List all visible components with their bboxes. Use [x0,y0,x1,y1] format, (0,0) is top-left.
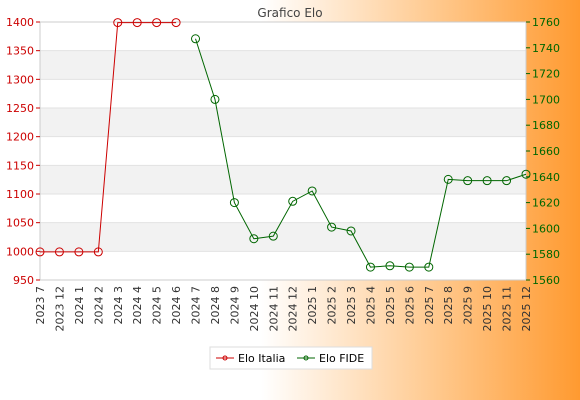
data-point-elo-fide [288,196,298,206]
right-axis-tick-label: 1680 [532,119,560,132]
x-axis-tick-label: 2024 12 [287,286,300,332]
x-axis-tick-label: 2023 7 [34,286,47,325]
data-point-elo-fide [385,261,395,271]
left-axis-tick-label: 1300 [6,73,34,86]
data-point-elo-fide [424,262,434,272]
x-axis-tick-label: 2024 11 [267,286,280,332]
left-axis-tick-label: 1150 [6,159,34,172]
left-axis-tick-label: 1200 [6,131,34,144]
data-point-elo-fide [404,262,414,272]
left-axis-tick-label: 1000 [6,245,34,258]
x-axis-tick-label: 2025 1 [306,286,319,325]
data-point-elo-italia [54,247,64,257]
x-axis-tick-label: 2024 6 [170,286,183,325]
data-point-elo-italia [113,18,123,28]
x-axis-tick-label: 2024 1 [73,286,86,325]
right-axis-tick-label: 1560 [532,274,560,287]
legend-marker-elo-italia [222,355,228,361]
grid-band [40,165,526,194]
x-axis-tick-label: 2025 11 [501,286,514,332]
left-axis-tick-label: 1050 [6,217,34,230]
x-axis-tick-label: 2025 5 [384,286,397,325]
x-axis-tick-label: 2025 2 [326,286,339,325]
x-axis-tick-label: 2024 2 [92,286,105,325]
right-axis-tick-label: 1720 [532,68,560,81]
x-axis-tick-label: 2024 8 [209,286,222,325]
x-axis-tick-label: 2025 9 [462,286,475,325]
data-point-elo-italia [171,18,181,28]
x-axis-tick-label: 2025 8 [442,286,455,325]
data-point-elo-italia [152,18,162,28]
data-point-elo-italia [74,247,84,257]
x-axis-tick-label: 2024 3 [112,286,125,325]
chart-title: Grafico Elo [257,6,322,20]
grid-band [40,50,526,80]
grid-band [40,222,526,252]
x-axis-tick-label: 2024 9 [228,286,241,325]
x-axis-tick-label: 2023 12 [53,286,66,332]
legend-box [209,346,373,370]
legend-label-elo-italia: Elo Italia [238,352,285,365]
right-axis-tick-label: 1760 [532,16,560,29]
data-point-elo-fide [268,231,278,241]
x-axis-tick-label: 2025 12 [520,286,533,332]
x-axis-tick-label: 2024 10 [248,286,261,332]
right-axis-tick-label: 1580 [532,248,560,261]
data-point-elo-fide [327,222,337,232]
x-axis-tick-label: 2025 10 [481,286,494,332]
x-axis-tick-label: 2025 7 [423,286,436,325]
left-axis-tick-label: 1350 [6,45,34,58]
right-axis-tick-label: 1660 [532,145,560,158]
x-axis-tick-label: 2025 6 [403,286,416,325]
x-axis-tick-label: 2024 4 [131,286,144,325]
right-axis-tick-label: 1640 [532,171,560,184]
legend-label-elo-fide: Elo FIDE [319,352,364,365]
x-axis-tick-label: 2025 4 [364,286,377,325]
data-point-elo-fide [191,34,201,44]
x-axis-tick-label: 2024 5 [151,286,164,325]
left-axis-tick-label: 1400 [6,16,34,29]
data-point-elo-fide [502,176,512,186]
x-axis-tick-label: 2024 7 [190,286,203,325]
series-line-elo-italia [40,22,177,253]
data-point-elo-fide [482,176,492,186]
data-point-elo-italia [35,247,45,257]
right-axis-tick-label: 1700 [532,93,560,106]
x-axis-tick-label: 2025 3 [345,286,358,325]
right-axis-tick-label: 1600 [532,222,560,235]
legend-marker-elo-fide [303,355,309,361]
data-point-elo-fide [229,198,239,208]
data-point-elo-fide [443,174,453,184]
right-axis-tick-label: 1620 [532,197,560,210]
data-point-elo-italia [93,247,103,257]
left-axis-tick-label: 1100 [6,188,34,201]
grid-band [40,108,526,137]
data-point-elo-fide [307,186,317,196]
data-point-elo-fide [521,169,531,179]
data-point-elo-fide [210,94,220,104]
series-line-elo-fide [195,38,527,268]
left-axis-tick-label: 950 [13,274,34,287]
right-axis-tick-label: 1740 [532,42,560,55]
legend: Elo Italia Elo FIDE [209,346,373,370]
left-axis-tick-label: 1250 [6,102,34,115]
data-point-elo-italia [132,18,142,28]
data-point-elo-fide [463,176,473,186]
data-point-elo-fide [249,234,259,244]
data-point-elo-fide [346,226,356,236]
data-point-elo-fide [365,262,375,272]
